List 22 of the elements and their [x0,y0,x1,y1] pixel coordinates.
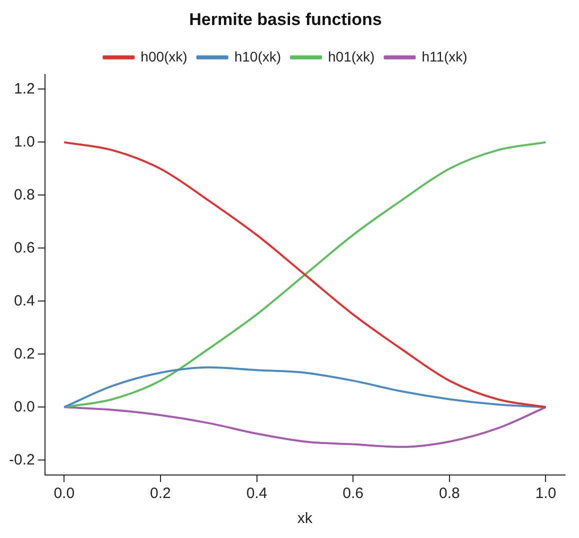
line-series [63,141,547,408]
x-axis-title: xk [297,510,313,528]
y-tick-label: 1.0 [14,133,35,150]
legend-label: h10(xk) [234,48,282,64]
y-tick-label: 0.8 [14,186,35,204]
y-tick-label: 0.6 [14,239,35,256]
legend-label: h01(xk) [328,48,375,64]
y-tick-label: 0.4 [14,292,35,310]
x-tick-label: 0.2 [150,485,171,502]
x-tick-label: 0.0 [54,485,75,502]
legend-label: h00(xk) [140,48,188,64]
chart-title: Hermite basis functions [189,10,382,29]
y-tick-label: 0.2 [14,345,35,362]
x-tick-label: 0.8 [438,485,460,502]
y-tick-label: 0.0 [14,398,35,416]
y-tick-label: 1.2 [14,80,35,98]
x-tick-label: 0.4 [246,485,268,502]
x-tick-label: 0.6 [342,485,364,502]
x-tick-label: 1.0 [535,485,556,502]
legend-label: h11(xk) [422,48,468,64]
line-series [63,406,547,448]
y-tick-label: -0.2 [8,451,35,468]
